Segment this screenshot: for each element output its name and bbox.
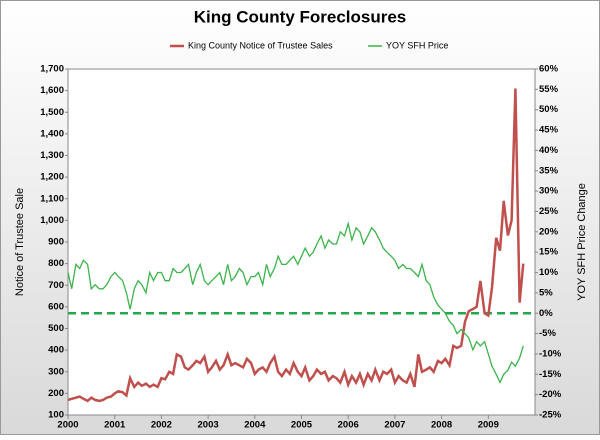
y2-tick-label: -20% [539,389,562,400]
y-tick-label: 1,700 [40,64,64,75]
y2-tick-label: -15% [539,369,562,380]
y-tick-label: 600 [48,301,64,312]
y-tick-label: 1,200 [40,172,64,183]
x-tick-label: 2000 [57,420,78,431]
x-tick-label: 2004 [244,420,266,431]
chart-title: King County Foreclosures [194,7,407,26]
y-tick-label: 200 [48,388,64,399]
x-tick-label: 2002 [151,420,172,431]
x-tick-label: 2007 [384,420,405,431]
y2-tick-label: -25% [539,410,562,421]
y-tick-label: 1,500 [40,107,64,118]
plot-area [67,68,536,416]
y2-tick-label: 50% [539,104,559,115]
legend-label: YOY SFH Price [386,40,448,50]
series-line [67,221,524,384]
y2-tick-label: -10% [539,348,562,359]
y2-tick-label: 20% [539,226,559,237]
y2-axis-title: YOY SFH Price Change [576,183,588,301]
y-tick-label: 1,400 [40,128,64,139]
y-tick-label: 700 [48,280,64,291]
y2-tick-label: 10% [539,267,559,278]
y2-tick-label: 35% [539,165,559,176]
x-tick-label: 2009 [478,420,499,431]
y2-tick-label: 45% [539,125,559,136]
y-tick-label: 1,300 [40,150,64,161]
y-tick-label: 300 [48,366,64,377]
x-tick-label: 2005 [291,420,313,431]
y2-tick-label: 15% [539,247,559,258]
x-tick-label: 2008 [431,420,452,431]
x-tick-label: 2001 [104,420,126,431]
y2-tick-label: 0% [539,308,553,319]
y2-tick-label: 55% [539,84,559,95]
y2-tick-label: 30% [539,186,559,197]
y-tick-label: 900 [48,237,64,248]
legend-label: King County Notice of Trustee Sales [188,40,333,50]
y2-tick-label: 25% [539,206,559,217]
y2-tick-label: 40% [539,145,559,156]
y-axis-title: Notice of Trustee Sale [14,188,26,296]
x-tick-label: 2006 [338,420,359,431]
y2-tick-label: 60% [539,64,559,75]
y2-tick-label: 5% [539,287,553,298]
y2-tick-label: -5% [539,328,556,339]
y-tick-label: 1,100 [40,193,64,204]
y-tick-label: 800 [48,258,64,269]
y-tick-label: 1,000 [40,215,64,226]
y-tick-label: 100 [48,410,64,421]
y-tick-label: 400 [48,345,64,356]
series-line [67,88,525,403]
x-tick-label: 2003 [198,420,219,431]
y-tick-label: 1,600 [40,85,64,96]
y-tick-label: 500 [48,323,64,334]
